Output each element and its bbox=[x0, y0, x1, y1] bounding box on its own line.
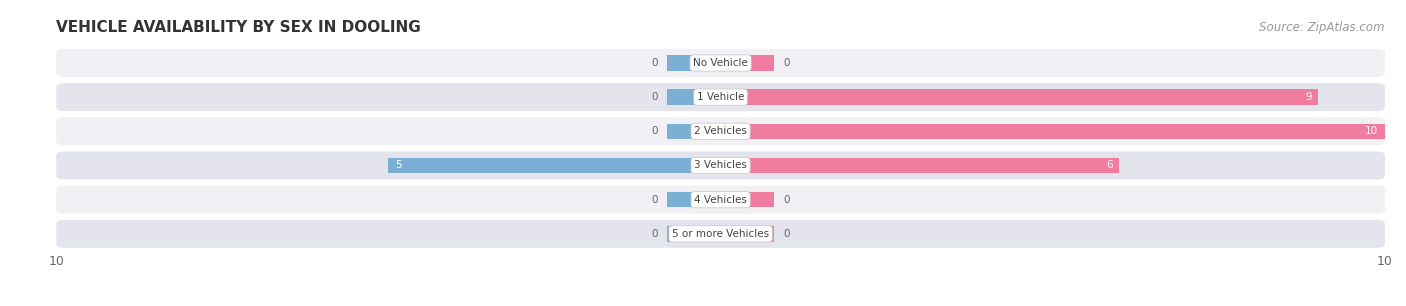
Text: Source: ZipAtlas.com: Source: ZipAtlas.com bbox=[1260, 21, 1385, 34]
Text: 5 or more Vehicles: 5 or more Vehicles bbox=[672, 229, 769, 239]
Bar bbox=[721, 158, 1119, 173]
Bar bbox=[668, 192, 721, 207]
Bar bbox=[668, 226, 721, 241]
Bar bbox=[721, 89, 1319, 105]
Text: 3 Vehicles: 3 Vehicles bbox=[695, 160, 747, 170]
Bar bbox=[388, 158, 721, 173]
FancyBboxPatch shape bbox=[56, 220, 1385, 248]
FancyBboxPatch shape bbox=[56, 49, 1385, 77]
FancyBboxPatch shape bbox=[56, 117, 1385, 145]
Text: 9: 9 bbox=[1305, 92, 1312, 102]
Text: 0: 0 bbox=[651, 92, 658, 102]
Bar bbox=[668, 124, 721, 139]
Bar bbox=[668, 89, 721, 105]
Bar bbox=[721, 55, 773, 71]
Text: 4 Vehicles: 4 Vehicles bbox=[695, 195, 747, 205]
Text: 0: 0 bbox=[783, 58, 790, 68]
Bar bbox=[721, 192, 773, 207]
Text: 2 Vehicles: 2 Vehicles bbox=[695, 126, 747, 136]
Text: No Vehicle: No Vehicle bbox=[693, 58, 748, 68]
FancyBboxPatch shape bbox=[56, 186, 1385, 214]
FancyBboxPatch shape bbox=[56, 151, 1385, 180]
Text: 5: 5 bbox=[395, 160, 402, 170]
Text: 10: 10 bbox=[1365, 126, 1378, 136]
Text: 0: 0 bbox=[651, 195, 658, 205]
Text: 0: 0 bbox=[651, 229, 658, 239]
Text: 0: 0 bbox=[783, 195, 790, 205]
FancyBboxPatch shape bbox=[56, 83, 1385, 111]
Text: 0: 0 bbox=[651, 58, 658, 68]
Text: 0: 0 bbox=[651, 126, 658, 136]
Text: 1 Vehicle: 1 Vehicle bbox=[697, 92, 744, 102]
Text: 0: 0 bbox=[783, 229, 790, 239]
Bar bbox=[721, 124, 1385, 139]
Text: 6: 6 bbox=[1107, 160, 1112, 170]
Text: VEHICLE AVAILABILITY BY SEX IN DOOLING: VEHICLE AVAILABILITY BY SEX IN DOOLING bbox=[56, 20, 420, 35]
Bar bbox=[668, 55, 721, 71]
Bar bbox=[721, 226, 773, 241]
